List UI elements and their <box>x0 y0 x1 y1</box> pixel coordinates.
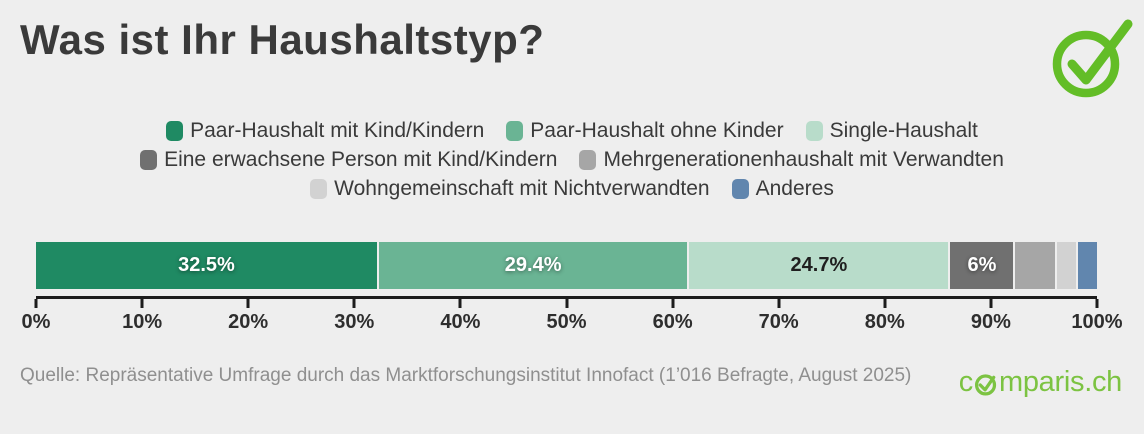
x-axis-tick-label: 30% <box>334 311 375 333</box>
legend-label: Wohngemeinschaft mit Nichtverwandten <box>334 176 710 200</box>
x-axis-tick <box>671 299 675 308</box>
bar-segment-3: 24.7% <box>689 242 949 289</box>
x-axis: 0% 10% 20% 30% 40% 50% 60% 70% 80% 90% 100% <box>22 296 1123 341</box>
x-axis-tick <box>34 299 38 308</box>
bar-segment-6 <box>1057 242 1077 289</box>
x-axis-tick-label: 70% <box>758 311 799 333</box>
legend-swatch-icon <box>310 178 328 199</box>
x-axis-tick <box>140 299 144 308</box>
legend-item: Mehrgenerationenhaushalt mit Verwandten <box>579 147 1004 172</box>
legend-item: Paar-Haushalt ohne Kinder <box>506 118 784 143</box>
legend-item: Single-Haushalt <box>805 118 978 143</box>
x-axis-tick-label: 80% <box>864 311 905 333</box>
legend-label: Mehrgenerationenhaushalt mit Verwandten <box>603 147 1004 171</box>
legend-swatch-icon <box>805 120 823 141</box>
legend-swatch-icon <box>731 178 749 199</box>
x-axis-tick-label: 20% <box>228 311 269 333</box>
x-axis-tick-label: 50% <box>546 311 587 333</box>
legend-swatch-icon <box>140 149 158 170</box>
stacked-bar: 32.5% 29.4% 24.7% 6% <box>36 242 1097 289</box>
chart-title: Was ist Ihr Haushaltstyp? <box>20 16 545 63</box>
bar-segment-4: 6% <box>950 242 1014 289</box>
legend-row: Wohngemeinschaft mit Nichtverwandten Ande… <box>0 174 1144 203</box>
chart-legend: Paar-Haushalt mit Kind/Kindern Paar-Haush… <box>0 116 1144 203</box>
legend-label: Single-Haushalt <box>829 118 978 142</box>
bar-segment-5 <box>1015 242 1056 289</box>
x-axis-tick <box>352 299 356 308</box>
legend-label: Anderes <box>755 176 834 200</box>
legend-item: Paar-Haushalt mit Kind/Kindern <box>166 119 484 143</box>
x-axis-tick <box>565 299 568 308</box>
legend-item: Wohngemeinschaft mit Nichtverwandten <box>310 176 710 201</box>
source-note: Quelle: Repräsentative Umfrage durch das… <box>20 365 912 386</box>
comparis-logo: c mparis.ch <box>958 366 1123 399</box>
x-axis-tick <box>458 299 462 308</box>
bar-segment-value-label: 24.7% <box>790 254 848 276</box>
x-axis-tick-label: 90% <box>970 311 1011 333</box>
x-axis-tick-label: 40% <box>440 311 481 333</box>
x-axis-tick <box>883 299 887 308</box>
x-axis-tick-label: 10% <box>122 311 163 333</box>
bar-segment-7 <box>1078 242 1097 289</box>
legend-label: Paar-Haushalt ohne Kinder <box>530 118 784 142</box>
comparis-logo-text-post: mparis.ch <box>999 366 1122 398</box>
comparis-o-check-icon <box>974 373 997 396</box>
legend-item: Eine erwachsene Person mit Kind/Kindern <box>140 148 557 172</box>
bar-segment-2: 29.4% <box>378 242 688 289</box>
x-axis-tick <box>246 299 250 308</box>
x-axis-tick <box>989 299 993 308</box>
x-axis-tick-label: 0% <box>21 311 51 333</box>
legend-item: Anderes <box>731 176 834 201</box>
comparis-check-icon <box>1050 14 1134 98</box>
comparis-logo-text-pre: c <box>958 366 974 398</box>
legend-label: Paar-Haushalt mit Kind/Kindern <box>190 118 485 142</box>
bar-segment-value-label: 29.4% <box>504 254 562 276</box>
stacked-bar-chart: 32.5% 29.4% 24.7% 6% 0% 10% 20% 30% 40% 50% 60% 70… <box>22 242 1123 341</box>
x-axis-tick <box>1095 299 1099 308</box>
x-axis-tick-label: 100% <box>1071 311 1123 333</box>
bar-segment-value-label: 32.5% <box>178 254 235 276</box>
legend-swatch-icon <box>166 120 184 141</box>
bar-segment-1: 32.5% <box>36 242 377 289</box>
legend-swatch-icon <box>579 149 597 170</box>
legend-row: Eine erwachsene Person mit Kind/Kindern M… <box>0 145 1144 174</box>
x-axis-tick <box>777 299 781 308</box>
legend-label: Eine erwachsene Person mit Kind/Kindern <box>164 147 558 171</box>
legend-swatch-icon <box>506 120 524 141</box>
legend-row: Paar-Haushalt mit Kind/Kindern Paar-Haush… <box>0 116 1144 145</box>
x-axis-tick-label: 60% <box>652 311 693 333</box>
bar-segment-value-label: 6% <box>967 254 997 276</box>
